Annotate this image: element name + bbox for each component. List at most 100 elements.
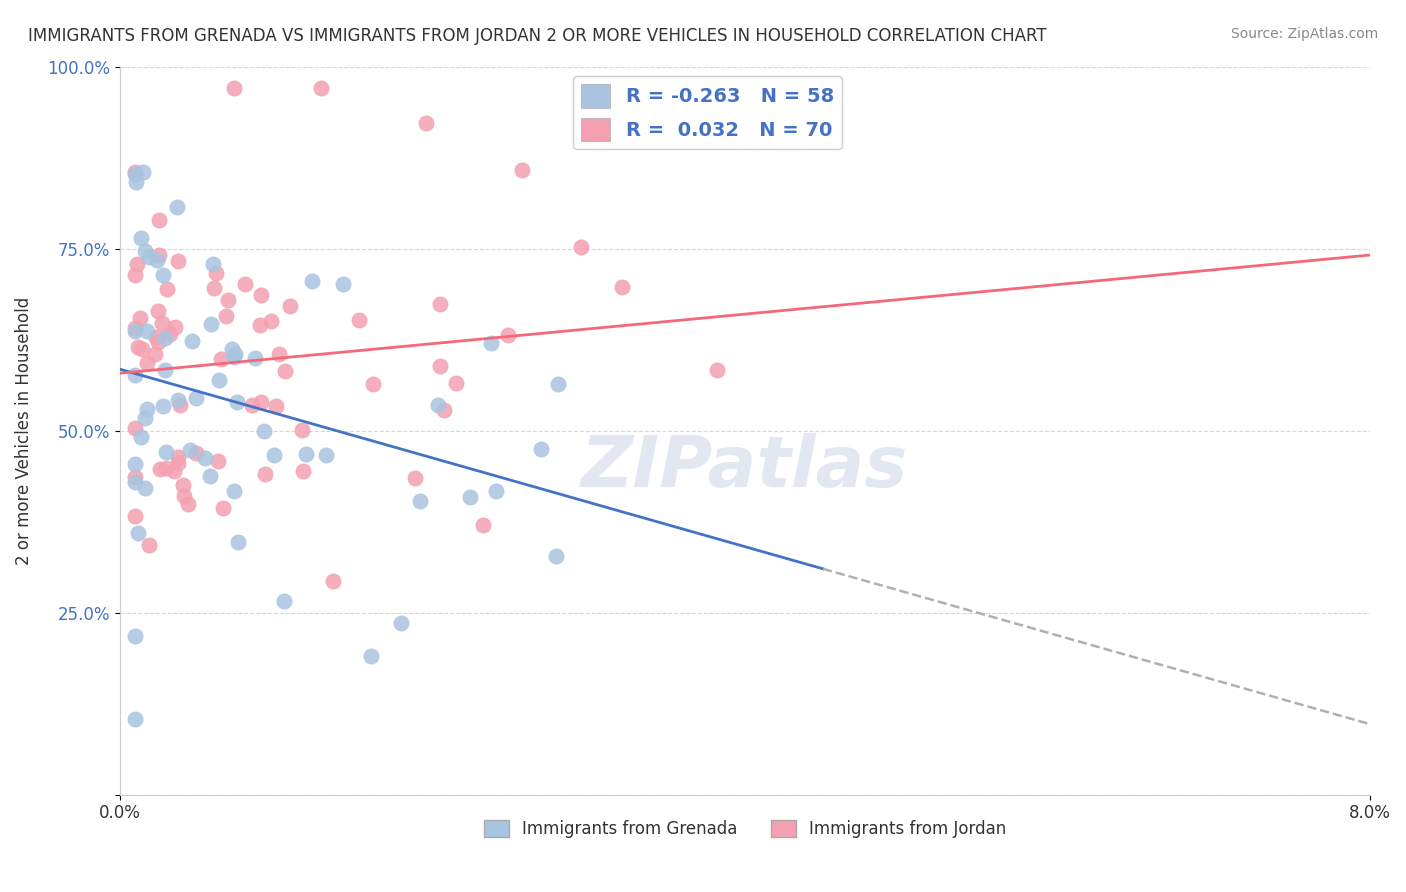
Point [315,448,337,462]
Point [172,478,194,492]
Point [207,373,229,387]
Point [291,423,314,437]
Point [415,115,437,129]
Point [273,593,295,607]
Point [136,324,159,338]
Point [131,342,153,356]
Point [153,363,176,377]
Point [211,501,233,516]
Point [481,335,503,350]
Point [274,364,297,378]
Point [148,248,170,262]
Point [181,334,204,348]
Point [202,281,225,295]
Point [166,456,188,470]
Point [127,340,149,354]
Point [215,309,238,323]
Point [201,257,224,271]
Point [291,464,314,478]
Point [485,483,508,498]
Point [409,494,432,508]
Point [124,368,146,382]
Point [260,314,283,328]
Point [267,347,290,361]
Point [460,491,482,505]
Point [125,175,148,189]
Point [124,458,146,472]
Point [163,464,186,478]
Point [512,163,534,178]
Point [152,399,174,413]
Point [166,200,188,214]
Point [156,282,179,296]
Point [429,359,451,374]
Point [222,351,245,365]
Point [127,526,149,541]
Point [198,468,221,483]
Point [205,266,228,280]
Point [706,363,728,377]
Point [322,574,344,588]
Point [173,489,195,503]
Text: IMMIGRANTS FROM GRENADA VS IMMIGRANTS FROM JORDAN 2 OR MORE VEHICLES IN HOUSEHOL: IMMIGRANTS FROM GRENADA VS IMMIGRANTS FR… [28,27,1046,45]
Point [184,391,207,405]
Point [124,324,146,338]
Point [429,297,451,311]
Point [225,394,247,409]
Point [250,395,273,409]
Point [389,616,412,631]
Point [166,450,188,464]
Point [444,376,467,391]
Point [569,240,592,254]
Point [233,277,256,292]
Point [146,253,169,268]
Point [360,649,382,664]
Point [472,518,495,533]
Point [125,257,148,271]
Point [138,250,160,264]
Legend: Immigrants from Grenada, Immigrants from Jordan: Immigrants from Grenada, Immigrants from… [477,814,1012,845]
Point [159,326,181,341]
Point [240,398,263,412]
Point [610,279,633,293]
Point [249,318,271,332]
Point [152,268,174,282]
Point [135,355,157,369]
Text: ZIPatlas: ZIPatlas [581,433,908,501]
Point [138,538,160,552]
Point [427,398,450,412]
Point [132,165,155,179]
Point [301,274,323,288]
Point [134,244,156,258]
Point [363,377,385,392]
Point [149,462,172,476]
Point [153,331,176,345]
Point [347,313,370,327]
Point [124,712,146,726]
Point [496,328,519,343]
Point [134,411,156,425]
Point [433,402,456,417]
Point [184,446,207,460]
Point [200,318,222,332]
Point [332,277,354,292]
Point [207,453,229,467]
Point [245,351,267,365]
Point [129,430,152,444]
Point [145,330,167,344]
Point [148,213,170,227]
Point [254,467,277,482]
Point [546,549,568,563]
Point [163,320,186,334]
Point [209,352,232,367]
Point [177,497,200,511]
Point [179,443,201,458]
Point [146,334,169,349]
Y-axis label: 2 or more Vehicles in Household: 2 or more Vehicles in Household [15,296,32,565]
Point [129,231,152,245]
Point [547,377,569,392]
Point [124,165,146,179]
Point [129,311,152,326]
Point [311,81,333,95]
Point [222,81,245,95]
